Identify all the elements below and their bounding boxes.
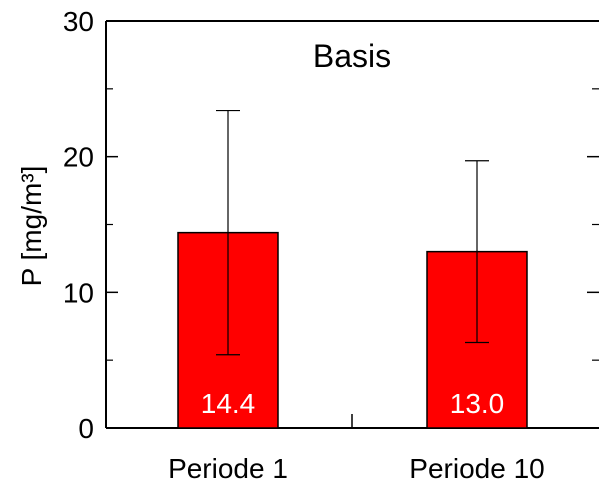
y-tick-label: 30 bbox=[63, 6, 94, 37]
chart-title: Basis bbox=[313, 38, 391, 74]
y-tick-label: 0 bbox=[78, 413, 94, 444]
x-tick-label: Periode 1 bbox=[168, 453, 288, 484]
error-bars bbox=[216, 109, 489, 356]
y-tick-label: 10 bbox=[63, 277, 94, 308]
y-axis-label: P [mg/m³] bbox=[16, 166, 47, 287]
bars: 14.4 Periode 1 13.0 Periode 10 bbox=[168, 231, 545, 484]
bar-value-label: 14.4 bbox=[201, 388, 256, 419]
bar-value-label: 13.0 bbox=[450, 388, 505, 419]
x-tick-label: Periode 10 bbox=[409, 453, 544, 484]
y-tick-label: 20 bbox=[63, 142, 94, 173]
